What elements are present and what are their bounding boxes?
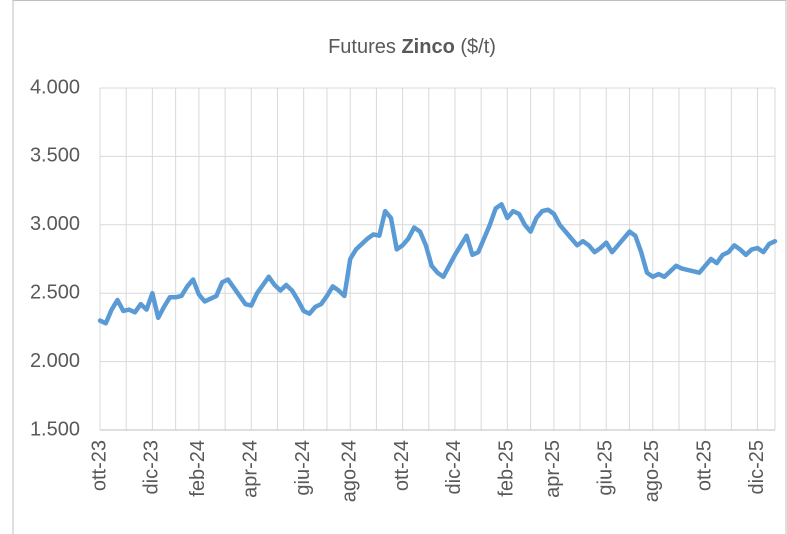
title-prefix: Futures <box>328 36 396 58</box>
x-tick-label: giu-25 <box>595 440 617 496</box>
x-tick-label: feb-25 <box>496 440 518 497</box>
y-tick-label: 2.000 <box>30 350 80 372</box>
x-tick-label: ott-25 <box>693 440 715 491</box>
x-tick-label: apr-24 <box>240 440 262 498</box>
x-tick-label: feb-24 <box>187 440 209 497</box>
title-suffix: ($/t) <box>460 36 496 58</box>
y-tick-label: 3.000 <box>30 213 80 235</box>
chart-frame <box>12 0 787 534</box>
y-tick-label: 4.000 <box>30 76 80 98</box>
data-line <box>97 202 778 326</box>
y-tick-label: 2.500 <box>30 281 80 303</box>
y-tick-label: 1.500 <box>30 418 80 440</box>
x-tick-label: dic-24 <box>443 440 465 494</box>
x-tick-label: ago-25 <box>641 440 663 502</box>
x-tick-label: ott-23 <box>88 440 110 491</box>
x-tick-label: ago-24 <box>338 440 360 502</box>
x-tick-label: dic-25 <box>746 440 768 494</box>
chart-title: Futures Zinco ($/t) <box>328 36 496 58</box>
x-tick-label: ott-24 <box>391 440 413 491</box>
x-tick-label: apr-25 <box>542 440 564 498</box>
x-tick-label: giu-24 <box>292 440 314 496</box>
y-tick-label: 3.500 <box>30 145 80 167</box>
title-bold: Zinco <box>401 36 454 58</box>
x-tick-label: dic-23 <box>141 440 163 494</box>
